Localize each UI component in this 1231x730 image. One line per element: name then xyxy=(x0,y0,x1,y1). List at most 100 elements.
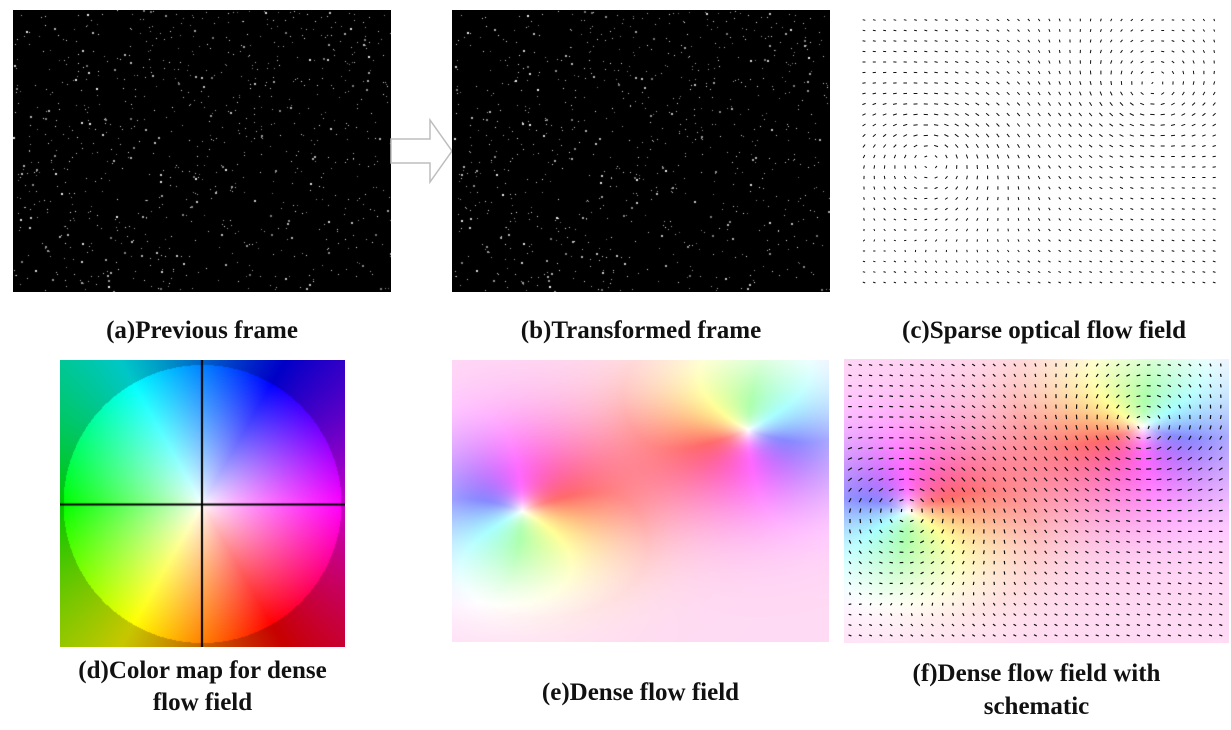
flow-vector xyxy=(955,228,958,232)
flow-vector xyxy=(1078,197,1082,200)
flow-vector xyxy=(873,165,876,169)
flow-vector xyxy=(1105,373,1110,378)
flow-vector xyxy=(1110,18,1113,22)
flow-vector xyxy=(955,207,959,211)
flow-vector xyxy=(1209,363,1212,367)
flow-vector xyxy=(1027,49,1031,54)
flow-vector xyxy=(1017,154,1020,159)
flow-vector xyxy=(1202,218,1206,221)
flow-vector xyxy=(1023,498,1027,503)
flow-vector xyxy=(1129,113,1135,116)
flow-vector xyxy=(893,186,897,190)
flow-vector xyxy=(1157,405,1161,409)
flow-vector xyxy=(962,508,965,514)
flow-vector xyxy=(982,425,986,430)
flow-vector xyxy=(1064,602,1068,606)
flow-vector xyxy=(1013,613,1017,617)
flow-vector xyxy=(986,154,989,159)
flow-vector xyxy=(1048,70,1051,75)
flow-vector xyxy=(1043,508,1048,513)
flow-vector xyxy=(1167,561,1172,564)
flow-vector xyxy=(1181,229,1185,231)
flow-vector xyxy=(1182,19,1185,21)
flow-vector xyxy=(1027,60,1031,64)
flow-vector xyxy=(986,186,989,190)
flow-vector xyxy=(934,50,938,53)
flow-vector xyxy=(888,468,894,470)
flow-vector xyxy=(1027,207,1030,211)
flow-vector xyxy=(1017,39,1020,43)
flow-vector xyxy=(1119,155,1124,158)
flow-vector xyxy=(985,91,990,96)
flow-vector xyxy=(1058,144,1062,148)
flow-vector xyxy=(1054,560,1058,565)
flow-vector xyxy=(964,112,970,117)
flow-vector xyxy=(920,550,925,554)
flow-vector xyxy=(1140,145,1145,147)
flow-vector xyxy=(954,92,959,95)
flow-vector xyxy=(857,457,863,460)
flow-vector xyxy=(1033,477,1038,482)
flow-vector xyxy=(1054,456,1058,461)
flow-vector xyxy=(954,123,959,127)
flow-vector xyxy=(1043,456,1048,461)
flow-vector xyxy=(1027,102,1031,106)
flow-vector xyxy=(1201,123,1206,127)
flow-vector xyxy=(1213,81,1216,85)
flow-vector xyxy=(941,518,944,524)
flow-vector xyxy=(1085,363,1089,367)
flow-vector xyxy=(976,207,979,211)
flow-vector xyxy=(1125,488,1131,491)
flow-vector xyxy=(1208,572,1213,574)
flow-vector xyxy=(879,518,883,524)
flow-vector xyxy=(872,19,876,21)
flow-vector xyxy=(863,165,865,169)
flow-vector xyxy=(1034,550,1037,554)
flow-vector xyxy=(961,384,966,388)
flow-vector xyxy=(1146,436,1151,440)
flow-vector xyxy=(1048,60,1051,64)
flow-vector xyxy=(1167,582,1172,585)
flow-vector xyxy=(1219,603,1223,606)
flow-vector xyxy=(1160,102,1165,106)
flow-vector xyxy=(1064,634,1068,637)
flow-vector xyxy=(1048,81,1051,85)
flow-vector xyxy=(913,134,918,137)
flow-vector xyxy=(879,498,883,503)
flow-vector xyxy=(1140,176,1144,179)
flow-vector xyxy=(1140,197,1144,200)
flow-vector xyxy=(1033,466,1038,472)
flow-vector xyxy=(1027,165,1030,169)
flow-vector xyxy=(1084,488,1090,492)
flow-vector xyxy=(1054,571,1058,575)
flow-vector xyxy=(869,634,873,637)
flow-vector xyxy=(983,592,985,596)
flow-vector xyxy=(1177,363,1182,367)
flow-vector xyxy=(1213,39,1216,43)
flow-vector xyxy=(1212,250,1216,252)
flow-vector xyxy=(941,623,945,627)
flow-vector xyxy=(1006,281,1010,284)
flow-vector xyxy=(1167,384,1172,388)
flow-vector xyxy=(1157,551,1161,554)
flow-vector xyxy=(1197,477,1203,481)
flow-vector xyxy=(1099,176,1103,179)
flow-vector xyxy=(900,602,903,606)
flow-vector xyxy=(1198,435,1202,441)
flow-vector xyxy=(1167,363,1171,367)
flow-vector xyxy=(1023,508,1027,513)
flow-vector xyxy=(1198,572,1202,574)
flow-vector xyxy=(1119,134,1124,137)
flow-vector xyxy=(1047,165,1051,169)
flow-vector xyxy=(1064,498,1069,503)
flow-vector xyxy=(868,477,873,482)
flow-vector xyxy=(1054,550,1058,554)
flow-vector xyxy=(1044,581,1048,585)
flow-vector xyxy=(1043,477,1048,482)
flow-vector xyxy=(992,623,996,627)
flow-vector xyxy=(1089,176,1093,179)
flow-vector xyxy=(848,508,852,513)
flow-vector xyxy=(1150,271,1154,273)
flow-vector xyxy=(1027,81,1031,85)
flow-vector xyxy=(1058,91,1062,96)
